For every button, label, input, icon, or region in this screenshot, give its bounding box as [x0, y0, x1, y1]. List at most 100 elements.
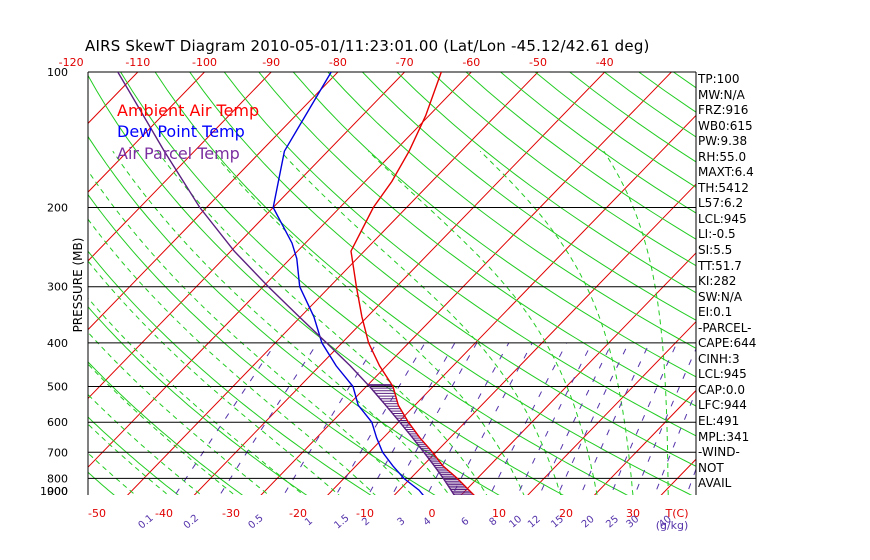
- mixing-ratio-label: 3: [396, 516, 408, 529]
- air-temp-line: [350, 72, 475, 495]
- moist-adiabat-line: [479, 150, 634, 495]
- mixing-ratio-label: 8: [488, 516, 500, 529]
- mixing-ratio-label: 0.5: [246, 513, 265, 532]
- stat-item: NOT: [698, 460, 724, 475]
- y-tick-label: 700: [47, 446, 68, 459]
- stat-item: MPL:341: [698, 429, 750, 444]
- moist-adiabat-line: [280, 150, 562, 495]
- mixing-ratio-unit-label: (g/kg): [656, 519, 689, 532]
- isotherm-line: [593, 389, 696, 495]
- isotherm-line: [88, 72, 473, 468]
- y-tick-label: 900: [47, 485, 68, 498]
- stat-item: CINH:3: [698, 351, 740, 366]
- mixing-ratio-line: [557, 342, 630, 495]
- y-tick-label: 600: [47, 416, 68, 429]
- moist-adiabat-line: [112, 150, 450, 495]
- y-tick-label: 1000: [40, 485, 68, 498]
- isotherm-line: [327, 114, 696, 495]
- temp-unit-label: T(C): [665, 507, 689, 520]
- mixing-ratio-line: [538, 342, 613, 495]
- stat-item: TH:5412: [698, 180, 749, 195]
- mixing-ratio-label: 0.2: [182, 513, 201, 532]
- isotherm-line: [826, 51, 870, 531]
- mixing-ratio-line: [452, 342, 533, 495]
- mixing-ratio-line: [654, 390, 696, 495]
- mixing-ratio-line: [391, 342, 478, 495]
- stat-item: EI:0.1: [698, 305, 733, 320]
- stat-item: LCL:945: [698, 211, 747, 226]
- stat-item: MAXT:6.4: [698, 165, 754, 180]
- mixing-ratio-label: 6: [460, 516, 472, 529]
- dry-adiabat-line: [88, 135, 500, 495]
- dry-adiabat-line: [88, 193, 436, 495]
- isotherm-line: [193, 72, 606, 495]
- y-axis-label: PRESSURE (MB): [71, 237, 85, 333]
- mixing-ratio-line: [489, 342, 568, 495]
- stats-panel: TP:100 MW:N/A FRZ:916 WB0:615 PW:9.38 RH…: [698, 72, 788, 492]
- stat-item: PW:9.38: [698, 134, 748, 149]
- legend-ambient-air-temp: Ambient Air Temp: [117, 101, 260, 120]
- moist-adiabat-line: [88, 393, 202, 495]
- parcel-temp-line: [117, 72, 456, 495]
- isotherm-line: [127, 72, 539, 495]
- legend-dew-point-temp: Dew Point Temp: [117, 122, 245, 141]
- stat-item: MW:N/A: [698, 87, 745, 102]
- mixing-ratio-line: [517, 342, 593, 495]
- mixing-ratio-line: [174, 342, 277, 495]
- dry-adiabat-line: [430, 72, 696, 267]
- stat-item: L57:6.2: [698, 196, 744, 211]
- dry-adiabat-line: [120, 72, 629, 495]
- stat-item: EL:491: [698, 414, 740, 429]
- y-tick-label: 100: [47, 66, 68, 79]
- stat-item: SW:N/A: [698, 289, 743, 304]
- mixing-ratio-line: [219, 342, 318, 495]
- isotherm-line: [393, 183, 696, 495]
- mixing-ratio-label: 0.1: [136, 513, 155, 532]
- y-tick-label: 500: [47, 381, 68, 394]
- mixing-ratio-label: 10: [507, 514, 524, 531]
- stat-item: RH:55.0: [698, 149, 747, 164]
- dry-adiabat-line: [396, 72, 696, 294]
- dry-adiabat-line: [189, 72, 696, 467]
- mixing-ratio-label: 2: [360, 516, 372, 529]
- stat-item: AVAIL: [698, 476, 732, 491]
- isotherm-line: [88, 72, 206, 193]
- moist-adiabat-line: [88, 363, 236, 495]
- mixing-ratio-line: [610, 342, 678, 495]
- bottom-temp-label: -50: [88, 507, 106, 520]
- chart-title: AIRS SkewT Diagram 2010-05-01/11:23:01.0…: [85, 37, 650, 55]
- dry-adiabat-line: [327, 72, 696, 349]
- moist-adiabat-line: [88, 297, 305, 495]
- top-temp-label: -110: [125, 56, 150, 69]
- stat-item: TT:51.7: [698, 258, 742, 273]
- dew-point-line: [272, 72, 424, 495]
- top-temp-label: -120: [59, 56, 84, 69]
- mixing-ratio-label: 1: [303, 516, 315, 529]
- moist-adiabat-line: [88, 169, 413, 495]
- y-tick-label: 300: [47, 281, 68, 294]
- dry-adiabat-line: [88, 250, 372, 495]
- bottom-temp-label: -20: [289, 507, 307, 520]
- isotherm-line: [527, 320, 696, 495]
- y-tick-label: 800: [47, 472, 68, 485]
- stat-item: -PARCEL-: [698, 320, 752, 335]
- stat-item: WB0:615: [698, 118, 753, 133]
- stat-item: KI:282: [698, 274, 737, 289]
- isotherm-line: [88, 72, 272, 262]
- bottom-temp-label: 20: [559, 507, 573, 520]
- isotherm-line: [460, 252, 696, 495]
- mixing-ratio-label: 4: [422, 516, 434, 529]
- bottom-temp-label: -30: [222, 507, 240, 520]
- isotherm-line: [88, 72, 339, 331]
- bottom-temp-label: 30: [626, 507, 640, 520]
- stat-item: -WIND-: [698, 445, 740, 460]
- dry-adiabat-line: [88, 361, 244, 495]
- y-tick-label: 200: [47, 202, 68, 215]
- legend-air-parcel-temp: Air Parcel Temp: [117, 144, 240, 163]
- y-tick-label: 400: [47, 337, 68, 350]
- stat-item: CAPE:644: [698, 336, 757, 351]
- mixing-ratio-line: [634, 347, 696, 495]
- moist-adiabat-line: [88, 423, 169, 495]
- mixing-ratio-label: 20: [580, 514, 597, 531]
- isotherm-line: [88, 72, 406, 400]
